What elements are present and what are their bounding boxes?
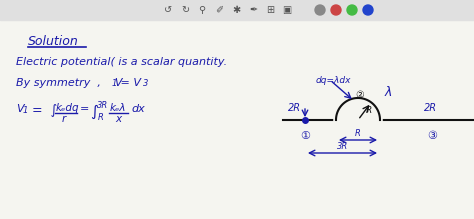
Text: 2R: 2R bbox=[288, 103, 301, 113]
Circle shape bbox=[347, 5, 357, 15]
Text: 3R: 3R bbox=[97, 101, 108, 110]
Text: 1: 1 bbox=[23, 106, 28, 115]
Circle shape bbox=[331, 5, 341, 15]
Text: ⊞: ⊞ bbox=[266, 5, 274, 15]
Text: dq=λdx: dq=λdx bbox=[316, 76, 352, 85]
Text: x: x bbox=[115, 114, 121, 124]
Circle shape bbox=[363, 5, 373, 15]
Text: λ: λ bbox=[385, 86, 392, 99]
Text: Electric potential( is a scalar quantity.: Electric potential( is a scalar quantity… bbox=[16, 57, 227, 67]
Text: R: R bbox=[366, 106, 372, 115]
Text: ↺: ↺ bbox=[164, 5, 172, 15]
Text: = V: = V bbox=[117, 78, 141, 88]
Text: r: r bbox=[62, 114, 66, 124]
Text: kₑdq: kₑdq bbox=[56, 103, 80, 113]
Text: V: V bbox=[16, 104, 24, 114]
Text: ∫: ∫ bbox=[90, 104, 98, 119]
Text: ⚲: ⚲ bbox=[199, 5, 206, 15]
Text: Solution: Solution bbox=[28, 35, 79, 48]
Text: ✐: ✐ bbox=[215, 5, 223, 15]
Text: =  ∫: = ∫ bbox=[28, 104, 57, 117]
Text: ▣: ▣ bbox=[283, 5, 292, 15]
Bar bbox=[0, 0, 474, 20]
Text: R: R bbox=[355, 129, 361, 138]
Text: By symmetry  ,    V: By symmetry , V bbox=[16, 78, 122, 88]
Circle shape bbox=[315, 5, 325, 15]
Text: ①: ① bbox=[300, 131, 310, 141]
Text: ②: ② bbox=[356, 90, 365, 100]
Text: ✱: ✱ bbox=[232, 5, 240, 15]
Text: ↻: ↻ bbox=[181, 5, 189, 15]
Text: R: R bbox=[98, 113, 104, 122]
Text: kₑλ: kₑλ bbox=[110, 103, 127, 113]
Text: 3: 3 bbox=[143, 79, 148, 88]
Text: 2R: 2R bbox=[423, 103, 437, 113]
Text: 1: 1 bbox=[112, 79, 118, 88]
Text: dx: dx bbox=[131, 104, 145, 114]
Text: ③: ③ bbox=[427, 131, 437, 141]
Text: ✒: ✒ bbox=[249, 5, 257, 15]
Text: =: = bbox=[80, 104, 90, 114]
Text: 3R: 3R bbox=[337, 142, 348, 151]
